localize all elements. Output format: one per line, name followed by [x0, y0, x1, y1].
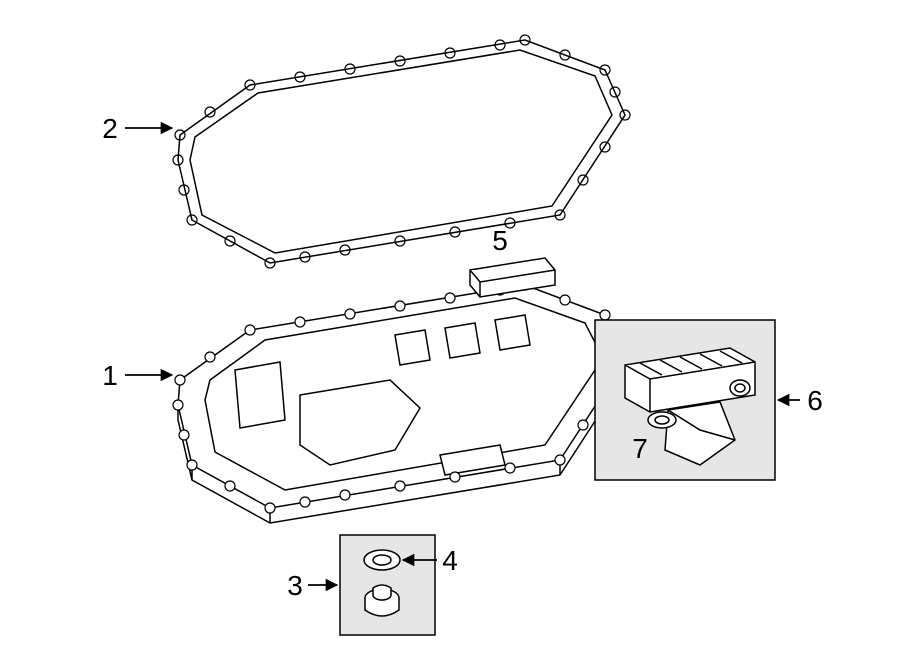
filter-inset [595, 320, 775, 480]
filter-o-ring [648, 412, 676, 428]
drain-plug-inset [340, 535, 435, 635]
callout-7-label: 7 [632, 433, 648, 464]
washer [364, 550, 400, 570]
callout-3-label: 3 [287, 570, 303, 601]
gasket [173, 35, 630, 268]
callout-2-label: 2 [102, 113, 118, 144]
callout-6-label: 6 [807, 385, 823, 416]
callout-4-label: 4 [442, 545, 458, 576]
callout-5-label: 5 [492, 225, 508, 256]
callout-1-label: 1 [102, 360, 118, 391]
oil-pan [173, 280, 630, 523]
